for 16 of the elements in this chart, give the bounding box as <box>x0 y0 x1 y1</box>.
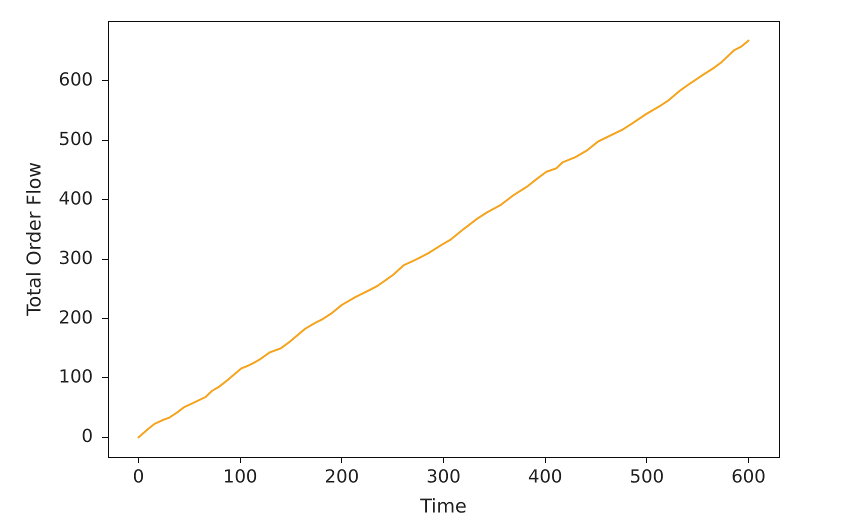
x-tick-label: 400 <box>528 466 562 488</box>
x-tick-label: 100 <box>222 466 258 488</box>
y-tick-label: 400 <box>58 188 93 210</box>
y-axis-title: Total Order Flow <box>23 162 46 317</box>
x-tick-label: 600 <box>731 466 766 488</box>
x-tick-label: 500 <box>630 466 664 488</box>
x-tick-label: 0 <box>132 466 144 488</box>
y-tick-label: 300 <box>58 248 93 269</box>
x-axis-title: Time <box>419 496 467 518</box>
y-tick-label: 500 <box>58 129 93 150</box>
y-tick-label: 100 <box>58 366 93 388</box>
y-tick-label: 0 <box>82 426 93 448</box>
x-tick-label: 200 <box>324 466 360 488</box>
x-tick-label: 300 <box>426 466 461 488</box>
y-tick-label: 200 <box>58 307 93 328</box>
y-tick-label: 600 <box>58 70 93 91</box>
